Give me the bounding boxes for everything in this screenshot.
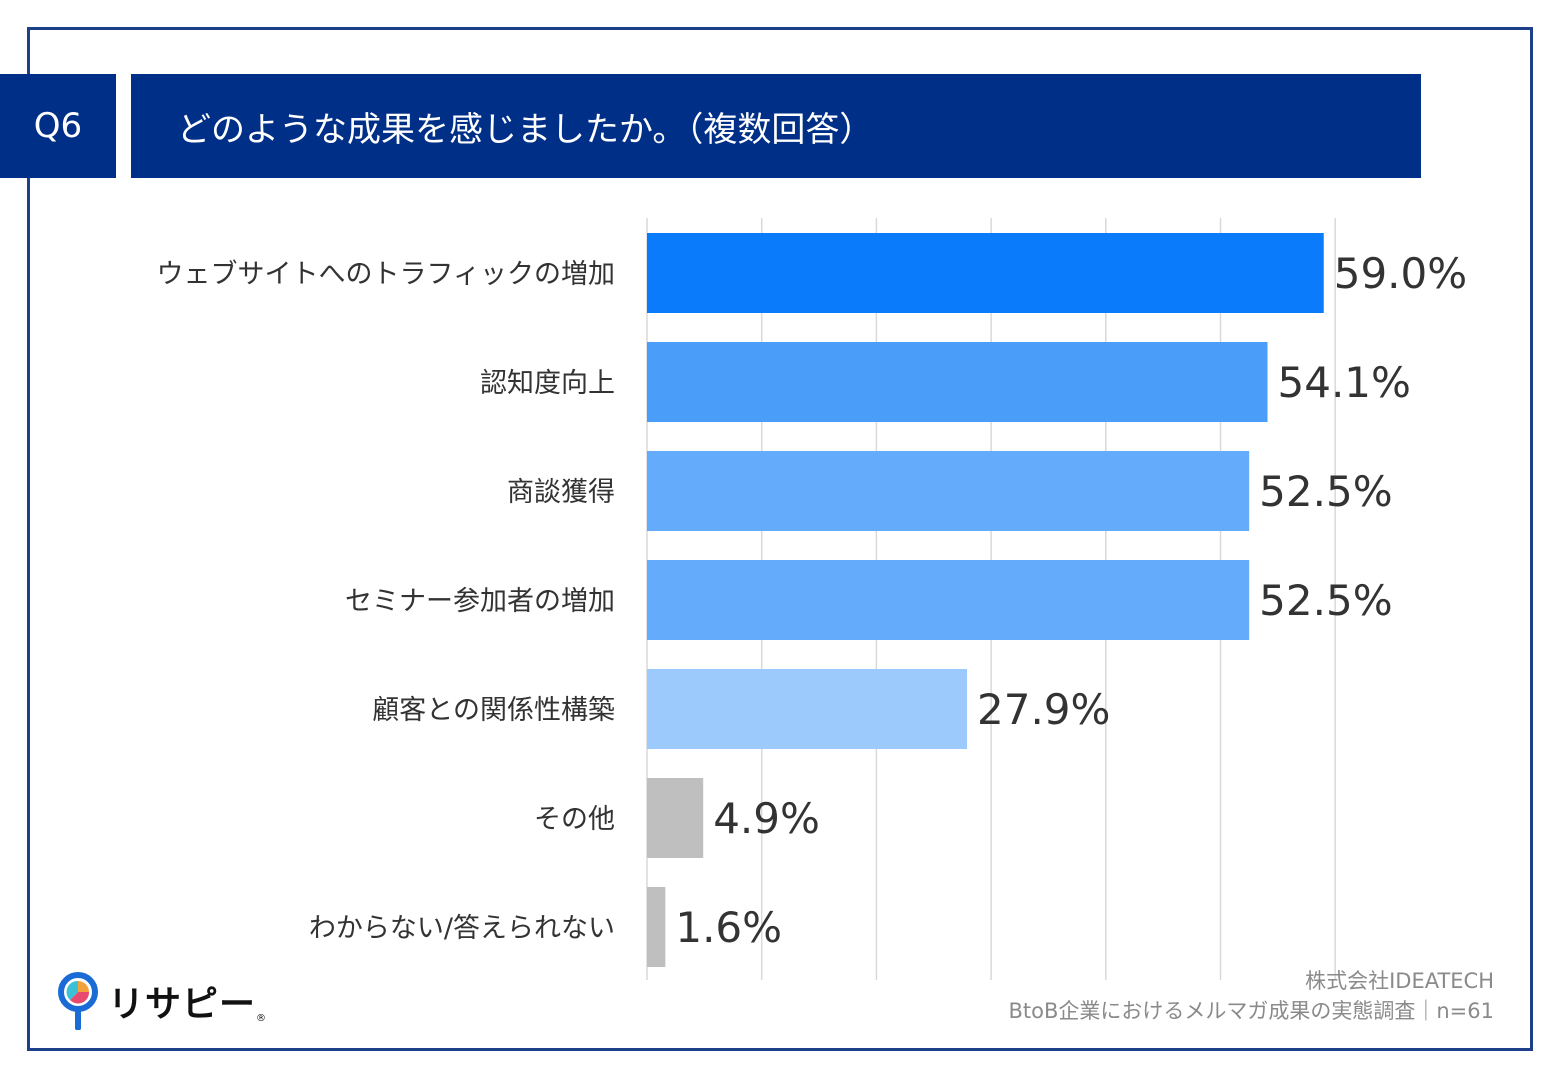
footer-company: 株式会社IDEATECH (1305, 969, 1494, 993)
bar (647, 233, 1324, 313)
value-label: 54.1% (1278, 358, 1411, 407)
bar (647, 451, 1250, 531)
question-title: どのような成果を感じましたか。（複数回答） (131, 74, 1421, 178)
category-label: セミナー参加者の増加 (345, 586, 615, 617)
logo-text: リサピー (108, 984, 257, 1025)
category-label: 認知度向上 (480, 368, 615, 399)
question-number: Q6 (0, 74, 116, 178)
chart-frame (27, 27, 1533, 1051)
risapy-logo: リサピー ® (56, 972, 266, 1030)
category-label: 商談獲得 (507, 477, 615, 508)
footer: 株式会社IDEATECH BtoB企業におけるメルマガ成果の実態調査｜n=61 (1008, 966, 1494, 1026)
category-label: 顧客との関係性構築 (372, 695, 615, 726)
bar (647, 887, 666, 967)
bar (647, 778, 704, 858)
category-label: わからない/答えられない (309, 913, 615, 944)
value-label: 52.5% (1259, 467, 1392, 516)
logo-registered-mark: ® (256, 1013, 267, 1024)
bar (647, 560, 1250, 640)
bar (647, 342, 1268, 422)
value-label: 59.0% (1334, 249, 1467, 298)
category-label: ウェブサイトへのトラフィックの増加 (157, 259, 615, 290)
value-label: 52.5% (1259, 576, 1392, 625)
value-label: 4.9% (713, 794, 820, 843)
pin-pie-icon (58, 972, 98, 1030)
bar (647, 669, 968, 749)
value-label: 1.6% (675, 903, 782, 952)
category-label: その他 (534, 804, 615, 835)
value-label: 27.9% (977, 685, 1110, 734)
footer-survey: BtoB企業におけるメルマガ成果の実態調査｜n=61 (1008, 999, 1494, 1023)
